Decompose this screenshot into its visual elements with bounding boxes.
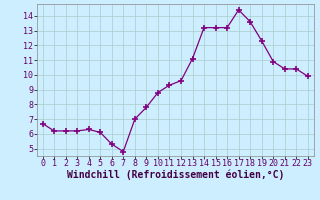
X-axis label: Windchill (Refroidissement éolien,°C): Windchill (Refroidissement éolien,°C)	[67, 170, 284, 180]
